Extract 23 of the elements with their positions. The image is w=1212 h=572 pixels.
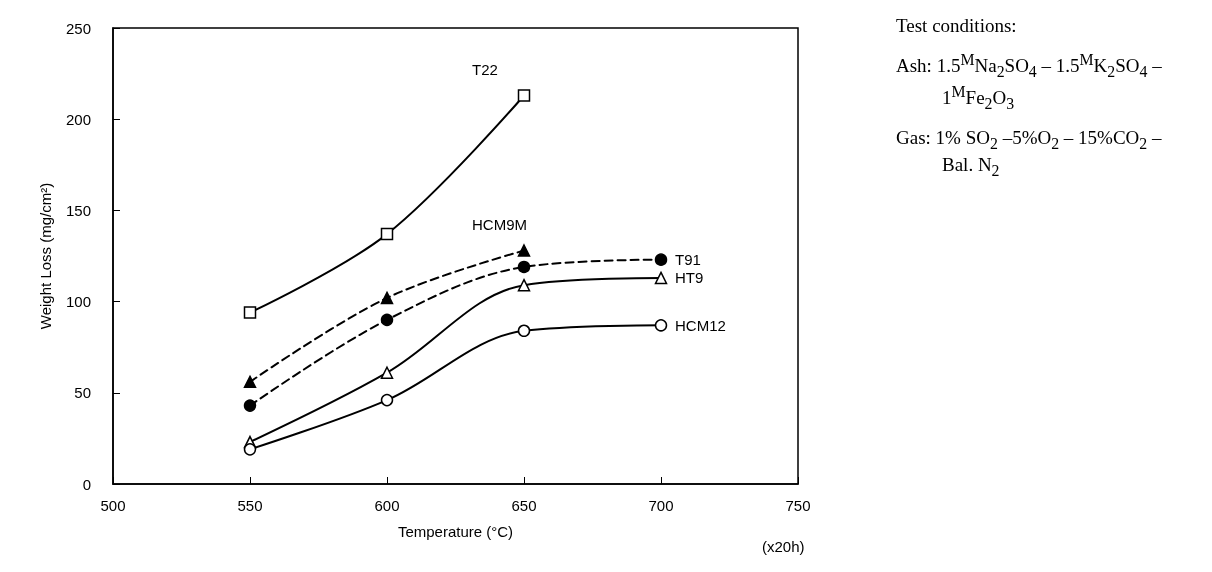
x-tick-label: 700 xyxy=(648,497,674,514)
x-tick-label: 750 xyxy=(785,497,811,514)
text: Test conditions: xyxy=(896,14,1018,38)
series-label: HCM12 xyxy=(675,316,726,334)
x-tick-label: 550 xyxy=(237,497,263,514)
series-label: T22 xyxy=(472,60,498,78)
x-tick-label: 500 xyxy=(100,497,126,514)
y-tick-label: 0 xyxy=(82,475,91,493)
x-tick-label: 600 xyxy=(374,497,400,514)
text: Gas: 1% SO$_{2}$ –5%O$_{2}$ – 15%CO$_{2}$ – Bal. N$_{2}$ xyxy=(896,126,1162,179)
text: (x20h) xyxy=(762,538,805,555)
y-tick-label: 200 xyxy=(65,110,91,128)
y-tick-label: 250 xyxy=(65,19,91,37)
series-label: HCM9M xyxy=(472,216,527,234)
y-tick-label: 100 xyxy=(65,293,91,311)
x-tick-label: 650 xyxy=(511,497,537,514)
series-label: T91 xyxy=(675,251,701,269)
series-label: HT9 xyxy=(675,269,704,287)
y-tick-label: 150 xyxy=(65,201,91,219)
y-axis-title: Weight Loss (mg/cm²) xyxy=(37,182,54,330)
y-tick-label: 50 xyxy=(74,384,91,402)
x-axis-title: Temperature (°C) xyxy=(397,523,514,540)
text: Ash: 1.5$^{M}$Na$_{2}$SO$_{4}$ – 1.5$^{M}$K$_{2}$SO$_{4}$ – 1$^{M}$Fe$_{2}$O$_{3}$ xyxy=(896,50,1162,112)
